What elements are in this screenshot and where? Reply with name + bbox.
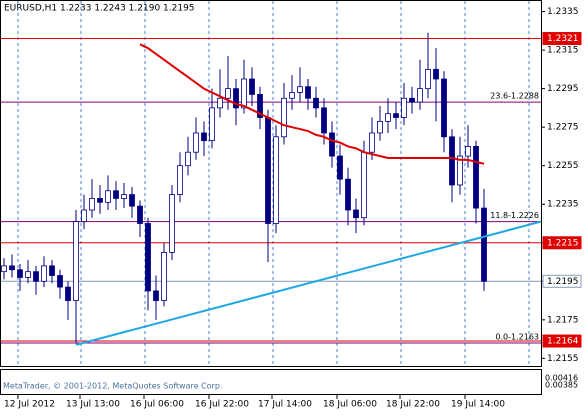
candle-body — [97, 198, 103, 203]
candle-body — [329, 132, 335, 157]
candle-body — [409, 97, 415, 103]
level-box — [542, 32, 582, 46]
candle-body — [33, 271, 39, 282]
candle-body — [209, 107, 215, 142]
candle-body — [449, 136, 455, 186]
y-tick-label: 1.2155 — [547, 354, 579, 364]
level-box — [542, 236, 582, 250]
candle-body — [1, 265, 7, 273]
candle-body — [393, 113, 399, 118]
candle-body — [225, 88, 231, 99]
x-tick-label: 17 Jul 14:00 — [258, 400, 312, 410]
level-box — [542, 274, 582, 288]
trendline — [75, 220, 542, 346]
candle-body — [441, 78, 447, 138]
fibo-label: 23.6-1.2288 — [490, 92, 539, 101]
candle-body — [105, 190, 111, 203]
y-tick-label: 1.2295 — [547, 84, 579, 94]
candle-body — [129, 194, 135, 207]
copyright: MetaTrader, © 2001-2012, MetaQuotes Soft… — [3, 382, 222, 391]
candle-body — [457, 155, 463, 186]
fibo-label: 0.0-1.2163 — [495, 332, 539, 341]
candle-body — [265, 117, 271, 224]
candle-body — [201, 132, 207, 142]
candle-body — [465, 146, 471, 157]
candle-body — [81, 209, 87, 222]
sub-frame — [0, 369, 542, 395]
y-tick-label: 1.2275 — [547, 123, 579, 133]
candle-body — [49, 265, 55, 276]
y-tick-label: 1.2255 — [547, 161, 579, 171]
candle-body — [153, 290, 159, 301]
y-tick-label: 1.2315 — [547, 46, 579, 56]
candle-body — [169, 194, 175, 253]
candle-body — [425, 68, 431, 90]
level-label: 1.2215 — [547, 238, 579, 248]
level-label: 1.2164 — [547, 337, 579, 347]
candle-body — [353, 209, 359, 219]
level-box — [542, 334, 582, 348]
x-tick-label: 18 Jul 06:00 — [323, 400, 377, 410]
x-tick-label: 16 Jul 06:00 — [130, 400, 184, 410]
y-tick-label: 1.2235 — [547, 200, 579, 210]
candle-body — [361, 151, 367, 219]
y-tick-label: 1.2335 — [547, 7, 579, 17]
candle-body — [337, 155, 343, 180]
candle-body — [17, 269, 23, 278]
candle-body — [89, 198, 95, 211]
y-tick-label: 1.2175 — [547, 315, 579, 325]
fibo-label: 11.8-1.2226 — [490, 211, 539, 220]
candle-body — [121, 194, 127, 199]
candle-body — [257, 94, 263, 118]
candle-body — [137, 205, 143, 224]
candle-body — [233, 88, 239, 109]
candle-body — [297, 86, 303, 93]
candle-body — [281, 97, 287, 138]
level-label: 1.2195 — [547, 277, 579, 287]
candle-body — [417, 88, 423, 103]
x-tick-label: 12 Jul 2012 — [4, 400, 55, 410]
candle-body — [241, 78, 247, 109]
candle-body — [161, 251, 167, 301]
candle-body — [305, 86, 311, 99]
chart-title: EURUSD,H1 1.2233 1.2243 1.2190 1.2195 — [4, 4, 195, 14]
sub-tick-label: 0.00416 — [545, 374, 578, 383]
x-tick-label: 19 Jul 14:00 — [451, 400, 505, 410]
moving-average — [139, 43, 485, 165]
candle-body — [25, 271, 31, 278]
candle-body — [481, 207, 487, 282]
x-tick-label: 18 Jul 22:00 — [386, 400, 440, 410]
candle-body — [57, 275, 63, 288]
candle-body — [65, 286, 71, 301]
candle-body — [145, 223, 151, 292]
candle-body — [249, 78, 255, 95]
candle-body — [113, 190, 119, 199]
candle-body — [273, 136, 279, 224]
sub-tick-label: 0.00385 — [545, 381, 578, 390]
level-label: 1.2321 — [547, 34, 579, 44]
candle-body — [377, 120, 383, 134]
candle-body — [433, 68, 439, 80]
candle-body — [313, 97, 319, 109]
x-tick-label: 16 Jul 22:00 — [195, 400, 249, 410]
x-tick-label: 13 Jul 13:00 — [66, 400, 120, 410]
candle-body — [217, 97, 223, 109]
candle-body — [41, 265, 47, 282]
candle-body — [289, 92, 295, 99]
main-frame — [0, 0, 542, 367]
candle-body — [9, 265, 15, 271]
candle-body — [401, 97, 407, 118]
candle-body — [193, 132, 199, 153]
candle-body — [73, 221, 79, 301]
candle-body — [177, 165, 183, 195]
candle-body — [321, 107, 327, 134]
candle-body — [185, 151, 191, 167]
candle-body — [369, 132, 375, 153]
candle-body — [473, 146, 479, 209]
candle-body — [345, 178, 351, 211]
candle-body — [385, 113, 391, 122]
